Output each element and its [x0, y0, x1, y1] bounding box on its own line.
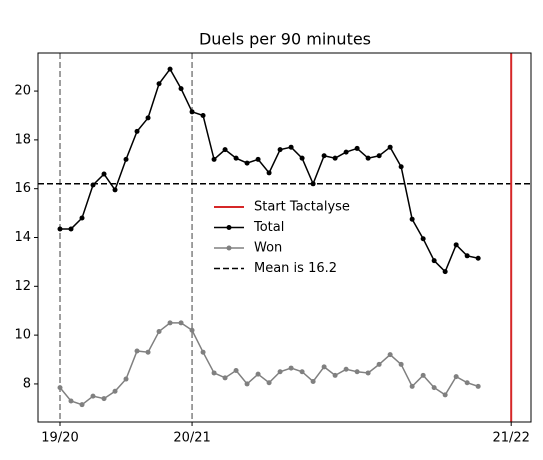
point: [134, 348, 140, 354]
point: [398, 361, 404, 367]
y-tick-label: 12: [14, 279, 31, 294]
point: [79, 402, 85, 408]
point: [288, 144, 294, 150]
point: [178, 86, 184, 92]
legend-marker: [226, 225, 232, 230]
point: [57, 385, 63, 391]
point: [145, 349, 151, 355]
point: [387, 352, 393, 358]
point: [409, 216, 415, 222]
point: [332, 155, 338, 161]
point: [68, 398, 74, 404]
legend-marker: [226, 245, 232, 251]
point: [266, 170, 272, 176]
legend-label: Start Tactalyse: [254, 200, 350, 215]
x-tick-label: 19/20: [41, 431, 78, 446]
point: [376, 361, 382, 367]
point: [211, 370, 217, 376]
point: [178, 320, 184, 326]
y-tick-label: 14: [14, 230, 31, 245]
y-tick-label: 10: [14, 328, 31, 343]
point: [167, 320, 173, 326]
point: [277, 369, 283, 375]
point: [244, 381, 250, 387]
point: [112, 187, 118, 193]
point: [222, 375, 228, 381]
point: [464, 380, 470, 386]
chart-title: Duels per 90 minutes: [199, 30, 371, 49]
point: [112, 388, 118, 394]
point: [101, 396, 107, 402]
point: [101, 171, 107, 177]
y-tick-label: 8: [23, 376, 31, 391]
point: [79, 215, 85, 221]
point: [288, 365, 294, 371]
point: [398, 164, 404, 170]
point: [453, 374, 459, 380]
point: [475, 255, 481, 261]
x-tick-label: 20/21: [173, 431, 210, 446]
point: [420, 372, 426, 378]
point: [57, 226, 63, 232]
point: [134, 128, 140, 134]
point: [123, 376, 129, 382]
point: [233, 155, 239, 161]
y-tick-label: 16: [14, 181, 31, 196]
point: [343, 149, 349, 155]
point: [156, 328, 162, 334]
legend-label: Mean is 16.2: [254, 261, 337, 276]
point: [68, 226, 74, 232]
point: [420, 236, 426, 242]
point: [431, 258, 437, 264]
point: [244, 160, 250, 166]
point: [431, 385, 437, 391]
point: [310, 181, 316, 187]
point: [453, 242, 459, 248]
point: [266, 380, 272, 386]
point: [277, 147, 283, 153]
point: [200, 349, 206, 355]
point: [365, 155, 371, 161]
point: [211, 156, 217, 162]
point: [299, 155, 305, 161]
x-tick-label: 21/22: [492, 431, 529, 446]
legend-label: Won: [254, 241, 282, 256]
point: [156, 81, 162, 87]
point: [145, 115, 151, 121]
point: [442, 269, 448, 275]
point: [200, 112, 206, 118]
series-line: [59, 322, 479, 406]
y-tick-label: 20: [14, 84, 31, 99]
plot-frame: [37, 52, 532, 423]
point: [167, 66, 173, 72]
point: [409, 383, 415, 389]
point: [90, 393, 96, 399]
point: [255, 371, 261, 377]
point: [464, 253, 470, 259]
point: [299, 369, 305, 375]
point: [365, 370, 371, 376]
point: [332, 372, 338, 378]
point: [189, 327, 195, 333]
point: [376, 153, 382, 159]
y-tick-label: 18: [14, 132, 31, 147]
point: [233, 368, 239, 374]
point: [189, 109, 195, 115]
point: [321, 153, 327, 159]
point: [343, 366, 349, 372]
point: [123, 156, 129, 162]
point: [255, 156, 261, 162]
point: [475, 383, 481, 389]
point: [354, 145, 360, 151]
point: [321, 364, 327, 370]
point: [354, 369, 360, 375]
point: [90, 182, 96, 188]
legend-label: Total: [253, 220, 284, 235]
point: [387, 144, 393, 150]
point: [222, 147, 228, 153]
point: [310, 378, 316, 384]
point: [442, 392, 448, 398]
